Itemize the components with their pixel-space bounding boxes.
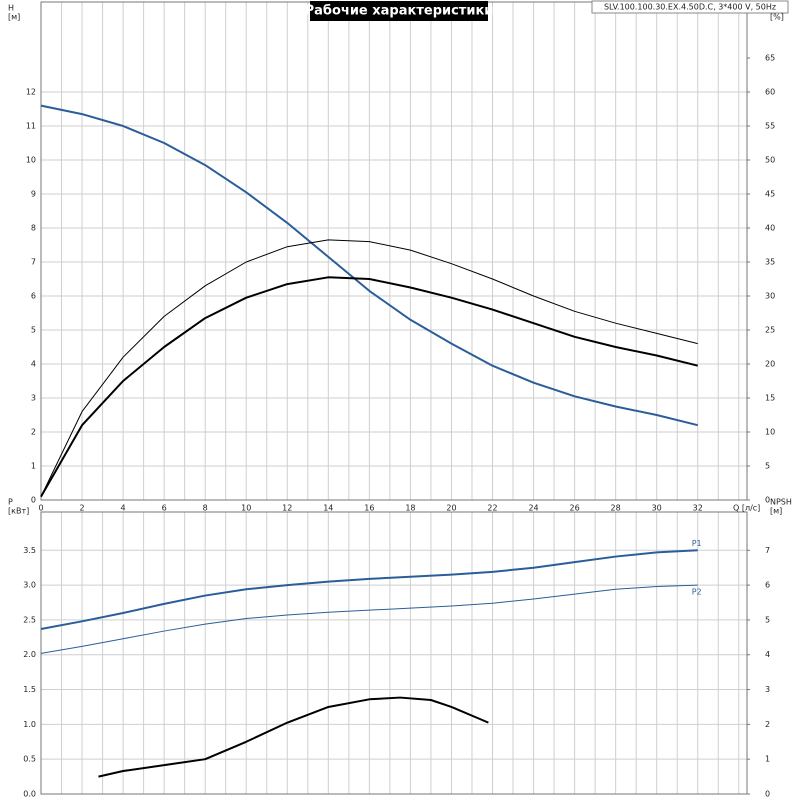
y-tick-label: 8	[31, 224, 36, 233]
y-axis-unit: [кВт]	[8, 507, 29, 516]
x-tick-label: 30	[652, 504, 662, 513]
model-info: SLV.100.100.30.EX.4.50D.C, 3*400 V, 50Hz	[604, 3, 776, 12]
chart-title: Рабочие характеристики	[305, 4, 494, 19]
x-tick-label: 18	[405, 504, 415, 513]
y-tick-label: 5	[31, 326, 36, 335]
y2-tick-label: 65	[765, 54, 775, 63]
y2-tick-label: 10	[765, 428, 775, 437]
x-tick-label: 2	[79, 504, 84, 513]
y-axis-label: H	[8, 4, 14, 13]
y-tick-label: 2.0	[23, 650, 36, 659]
x-tick-label: 8	[203, 504, 208, 513]
y2-axis-label: NPSH	[770, 498, 792, 507]
y-tick-label: 9	[31, 190, 36, 199]
y-tick-label: 2.5	[23, 615, 36, 624]
y2-tick-label: 3	[765, 685, 770, 694]
y-tick-label: 7	[31, 258, 36, 267]
y-tick-label: 6	[31, 292, 36, 301]
series-label: P1	[692, 539, 702, 548]
y-tick-label: 12	[26, 88, 36, 97]
x-tick-label: 12	[282, 504, 292, 513]
y2-tick-label: 0	[765, 496, 770, 505]
y2-tick-label: 20	[765, 360, 775, 369]
y-tick-label: 10	[26, 156, 36, 165]
curve	[40, 549, 698, 630]
y2-tick-label: 0	[765, 790, 770, 799]
x-axis-label: Q [л/с]	[733, 504, 760, 513]
y-tick-label: 0.5	[23, 755, 36, 764]
curve	[98, 696, 489, 778]
x-tick-label: 28	[611, 504, 621, 513]
x-tick-label: 22	[487, 504, 497, 513]
y2-tick-label: 2	[765, 720, 770, 729]
x-tick-label: 6	[162, 504, 167, 513]
y2-tick-label: 60	[765, 88, 775, 97]
y2-tick-label: 40	[765, 224, 775, 233]
x-tick-label: 26	[570, 504, 580, 513]
y2-tick-label: 25	[765, 326, 775, 335]
y-tick-label: 11	[26, 122, 36, 131]
x-tick-label: 32	[693, 504, 703, 513]
plot-frame	[40, 1, 748, 501]
curve	[40, 584, 698, 654]
y2-tick-label: 5	[765, 615, 770, 624]
x-tick-label: 24	[528, 504, 538, 513]
y2-tick-label: 30	[765, 292, 775, 301]
y-tick-label: 1.0	[23, 720, 36, 729]
y2-tick-label: 4	[765, 650, 770, 659]
title-box	[310, 1, 488, 21]
y-tick-label: 4	[31, 360, 36, 369]
y2-axis-unit: [%]	[770, 13, 784, 22]
y2-tick-label: 15	[765, 394, 775, 403]
curve	[40, 104, 698, 427]
x-tick-label: 10	[241, 504, 251, 513]
y-tick-label: 3	[31, 394, 36, 403]
y2-tick-label: 5	[765, 462, 770, 471]
y2-tick-label: 6	[765, 581, 770, 590]
y2-tick-label: 1	[765, 755, 770, 764]
y-tick-label: 3.0	[23, 581, 36, 590]
info-box	[591, 0, 789, 14]
y-tick-label: 1	[31, 462, 36, 471]
y2-axis-unit: [м]	[770, 507, 782, 516]
y2-tick-label: 35	[765, 258, 775, 267]
y-tick-label: 1.5	[23, 685, 36, 694]
x-tick-label: 16	[364, 504, 374, 513]
y-tick-label: 3.5	[23, 546, 36, 555]
y2-tick-label: 55	[765, 122, 775, 131]
y-axis-label: P	[8, 498, 13, 507]
x-tick-label: 4	[121, 504, 126, 513]
y2-tick-label: 7	[765, 546, 770, 555]
y2-tick-label: 50	[765, 156, 775, 165]
x-tick-label: 0	[38, 504, 43, 513]
curve	[40, 239, 698, 497]
y2-tick-label: 45	[765, 190, 775, 199]
y-tick-label: 0	[31, 496, 36, 505]
x-tick-label: 14	[323, 504, 333, 513]
y-tick-label: 2	[31, 428, 36, 437]
x-tick-label: 20	[446, 504, 456, 513]
y-axis-unit: [м]	[8, 13, 20, 22]
y-tick-label: 0.0	[23, 790, 36, 799]
series-label: P2	[692, 588, 702, 597]
curve	[40, 276, 698, 498]
